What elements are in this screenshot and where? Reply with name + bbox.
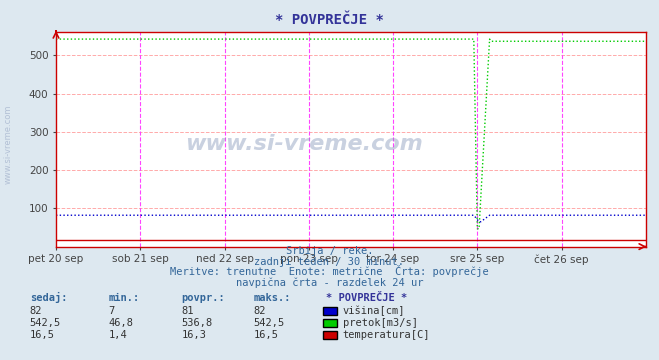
Text: 542,5: 542,5 bbox=[30, 318, 61, 328]
Text: * POVPREČJE *: * POVPREČJE * bbox=[275, 13, 384, 27]
Text: www.si-vreme.com: www.si-vreme.com bbox=[3, 104, 13, 184]
Text: 16,5: 16,5 bbox=[30, 330, 55, 340]
Text: 16,5: 16,5 bbox=[254, 330, 279, 340]
Text: 81: 81 bbox=[181, 306, 194, 316]
Text: 82: 82 bbox=[30, 306, 42, 316]
Text: Meritve: trenutne  Enote: metrične  Črta: povprečje: Meritve: trenutne Enote: metrične Črta: … bbox=[170, 265, 489, 278]
Text: maks.:: maks.: bbox=[254, 293, 291, 303]
Text: zadnji teden / 30 minut.: zadnji teden / 30 minut. bbox=[254, 257, 405, 267]
Text: sedaj:: sedaj: bbox=[30, 292, 67, 303]
Text: 542,5: 542,5 bbox=[254, 318, 285, 328]
Text: min.:: min.: bbox=[109, 293, 140, 303]
Text: Srbija / reke.: Srbija / reke. bbox=[286, 246, 373, 256]
Text: povpr.:: povpr.: bbox=[181, 293, 225, 303]
Text: navpična črta - razdelek 24 ur: navpična črta - razdelek 24 ur bbox=[236, 278, 423, 288]
Text: 16,3: 16,3 bbox=[181, 330, 206, 340]
Text: 7: 7 bbox=[109, 306, 115, 316]
Text: višina[cm]: višina[cm] bbox=[343, 306, 405, 316]
Text: * POVPREČJE *: * POVPREČJE * bbox=[326, 293, 407, 303]
Text: 46,8: 46,8 bbox=[109, 318, 134, 328]
Text: 1,4: 1,4 bbox=[109, 330, 127, 340]
Text: 82: 82 bbox=[254, 306, 266, 316]
Text: 536,8: 536,8 bbox=[181, 318, 212, 328]
Text: temperatura[C]: temperatura[C] bbox=[343, 330, 430, 340]
Text: pretok[m3/s]: pretok[m3/s] bbox=[343, 318, 418, 328]
Text: www.si-vreme.com: www.si-vreme.com bbox=[185, 134, 422, 154]
